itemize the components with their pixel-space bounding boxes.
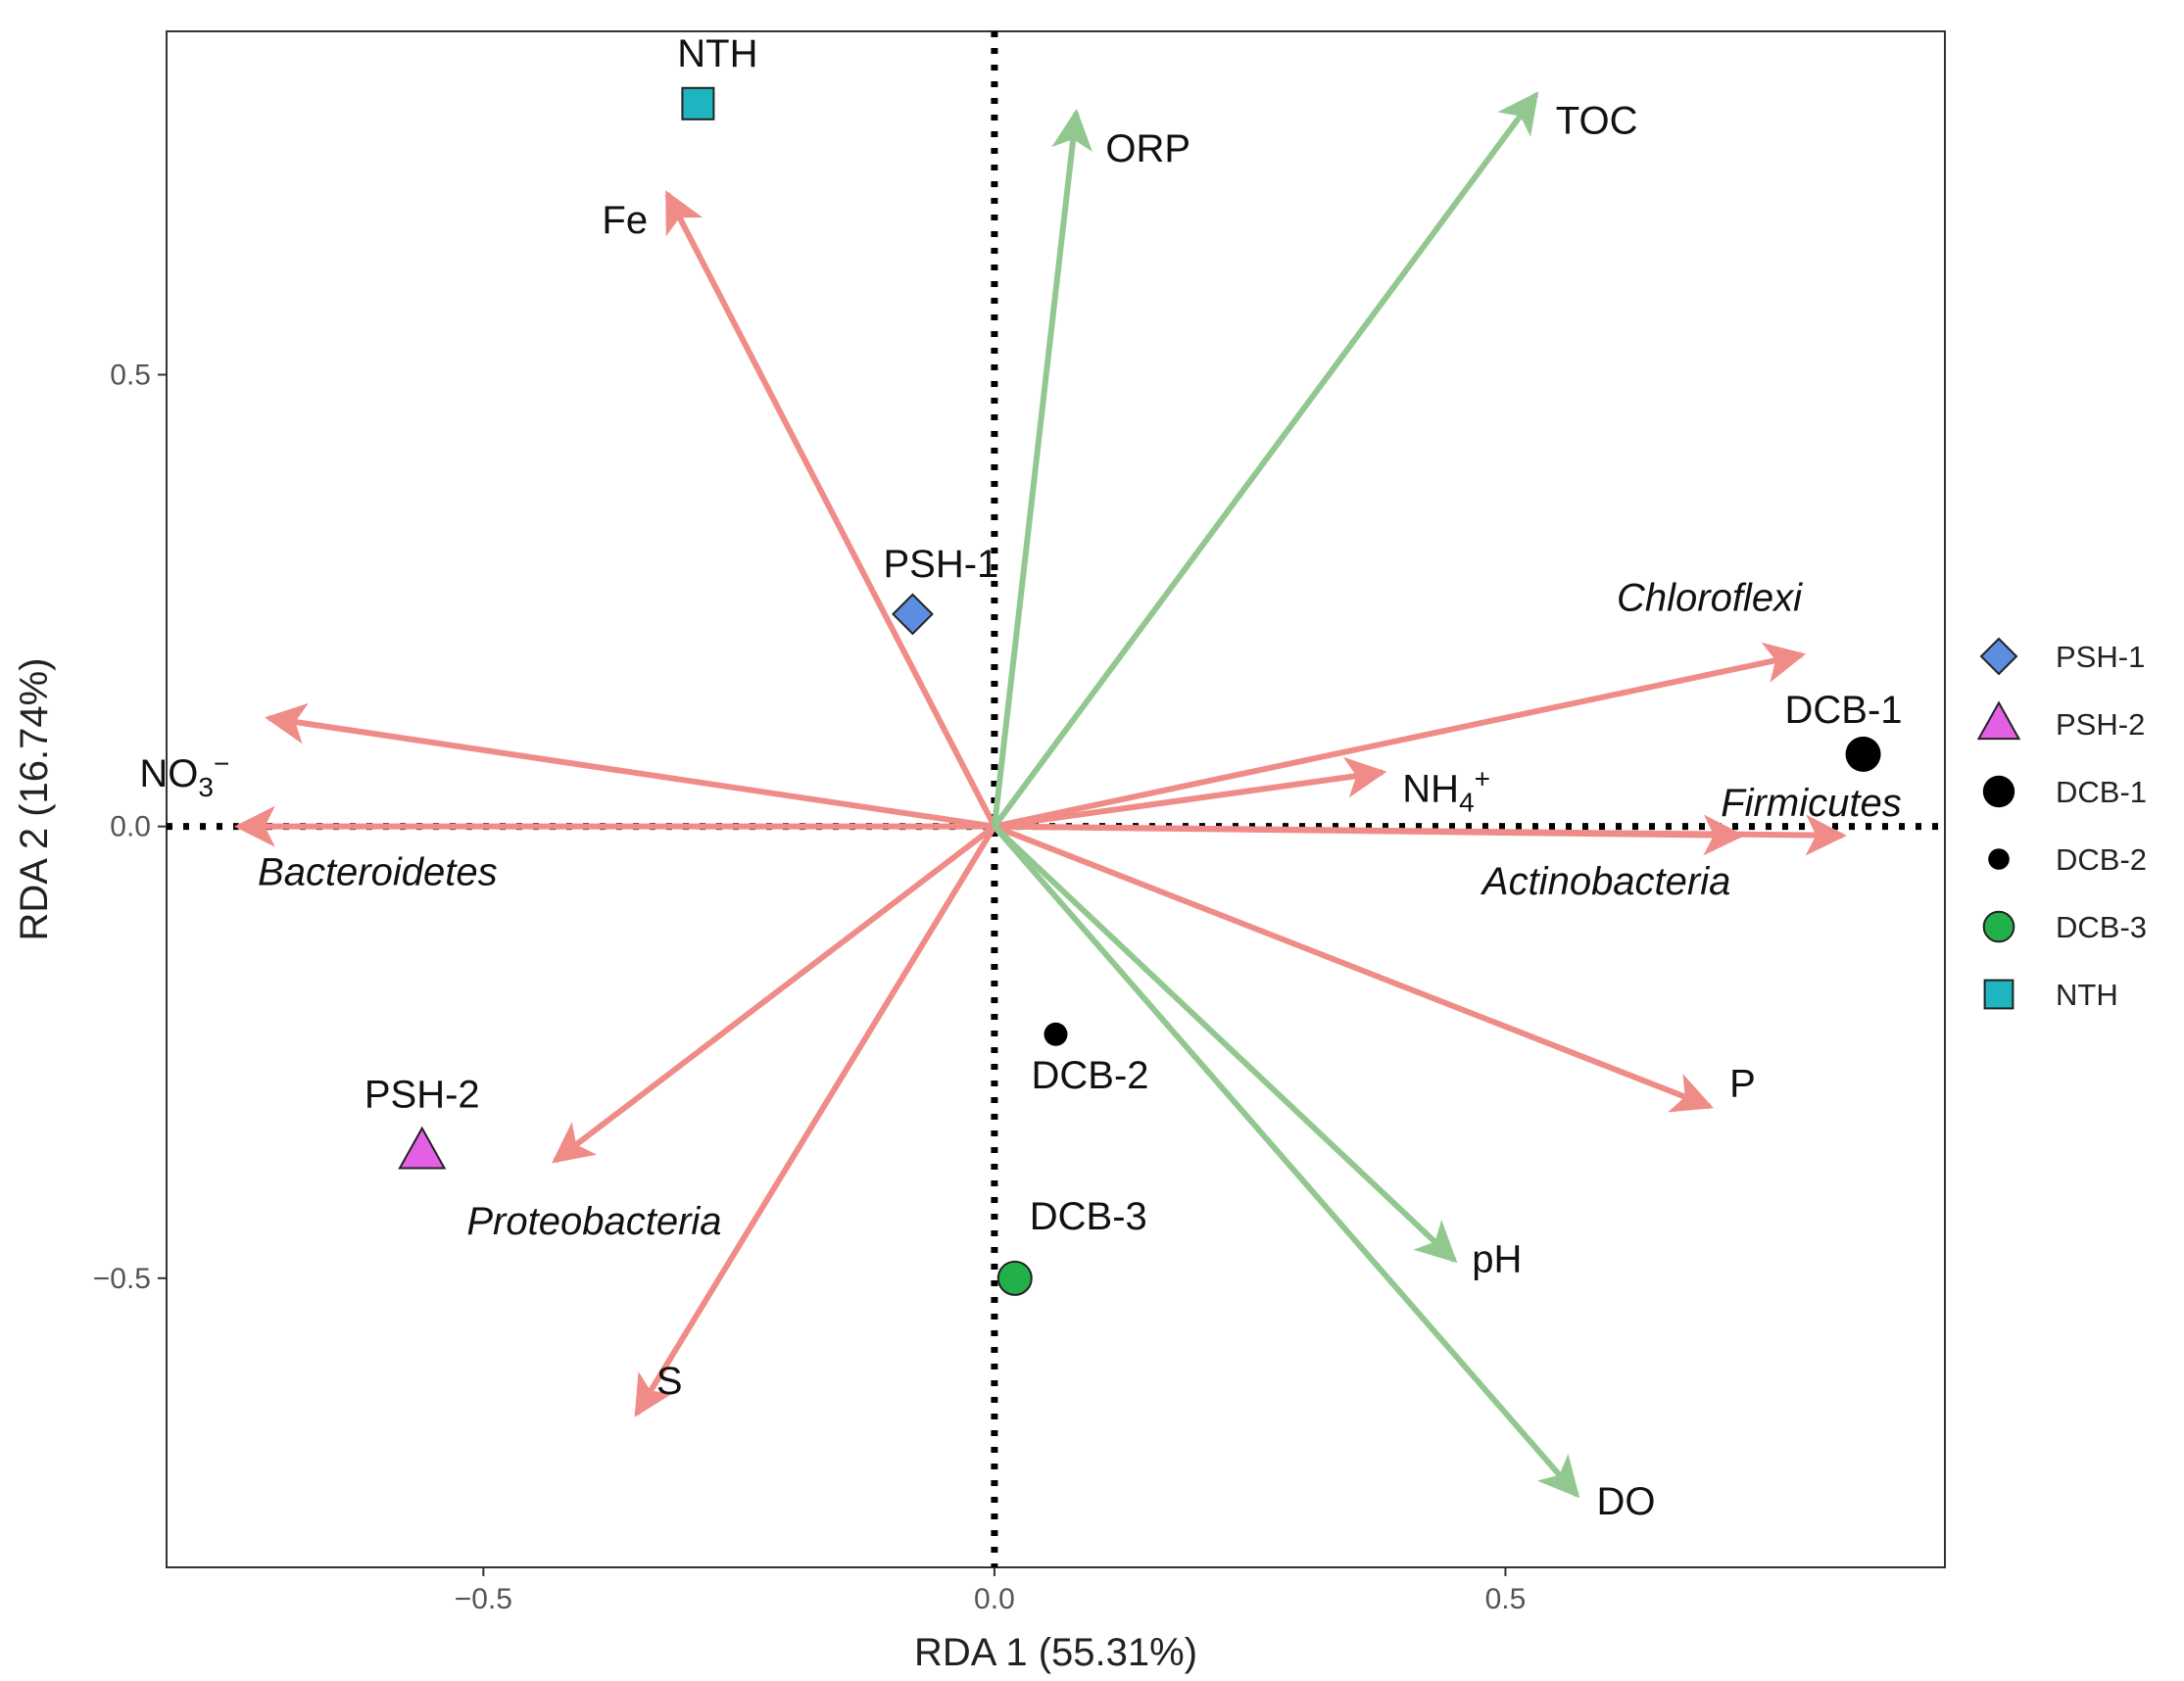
vector-label-orp: ORP	[1105, 127, 1190, 170]
site-label-dcb-2: DCB-2	[1031, 1054, 1148, 1097]
vector-label-ph: pH	[1472, 1237, 1522, 1280]
vector-s	[634, 825, 997, 1417]
vector-do	[992, 824, 1580, 1499]
vector-label-s: S	[656, 1360, 683, 1403]
vector-toc	[992, 91, 1539, 829]
vector-label-text: Fe	[602, 199, 648, 242]
x-tick-label: 0.5	[1485, 1583, 1527, 1615]
vector-label-bacteroidetes: Bacteroidetes	[258, 851, 498, 894]
vector-label-actinobacteria: Actinobacteria	[1480, 860, 1730, 903]
vector-nh4	[994, 756, 1387, 830]
legend-key-dcb-3	[1982, 910, 2015, 943]
vector-fe	[664, 190, 997, 829]
x-tick-label: −0.5	[455, 1583, 512, 1615]
vector-label-text: Chloroflexi	[1617, 576, 1803, 619]
legend: PSH-1 PSH-2 DCB-1 DCB-2 DCB-3 NTH	[1976, 637, 2147, 1012]
vector-no3	[265, 702, 995, 830]
site-points: PSH-1 PSH-2 DCB-1 DCB-2 DCB-3 NTH	[364, 32, 1903, 1296]
vector-label-no3: NO3−	[139, 748, 229, 802]
vector-label-firmicutes: Firmicutes	[1721, 782, 1901, 825]
site-label-nth: NTH	[677, 32, 757, 75]
panel-border	[166, 30, 1946, 1568]
vector-actinobacteria	[994, 814, 1745, 856]
vector-label-text: P	[1729, 1063, 1756, 1106]
y-tick-label: 0.5	[110, 359, 151, 391]
vectors: Fe NO3− Bacteroidetes Proteobacteria S Chloro…	[139, 91, 1902, 1523]
legend-key-dcb-1	[1982, 775, 2015, 808]
vector-label-text: NH	[1402, 767, 1459, 810]
x-axis-title: RDA 1 (55.31%)	[914, 1631, 1197, 1674]
y-tick-label: 0.0	[110, 811, 151, 843]
y-axis-title: RDA 2 (16.74%)	[13, 657, 56, 940]
vector-label-text: Actinobacteria	[1480, 860, 1730, 903]
vector-orp	[991, 108, 1092, 828]
vector-label-p: P	[1729, 1063, 1756, 1106]
site-marker-psh-2	[398, 1126, 447, 1170]
vector-label-text: Bacteroidetes	[258, 851, 498, 894]
legend-key-nth	[1983, 979, 2014, 1010]
vector-label-proteobacteria: Proteobacteria	[466, 1200, 721, 1243]
y-tick-label: −0.5	[93, 1263, 151, 1295]
site-marker-dcb-3	[996, 1260, 1033, 1296]
legend-key-psh-2	[1976, 700, 2021, 741]
plot-panel	[166, 30, 1946, 1568]
legend-label-psh-1: PSH-1	[2056, 640, 2145, 674]
vector-label-chloroflexi: Chloroflexi	[1617, 576, 1803, 619]
site-marker-nth	[681, 86, 715, 120]
vector-ph	[992, 824, 1458, 1264]
legend-label-dcb-2: DCB-2	[2056, 842, 2147, 877]
vector-proteobacteria	[552, 824, 996, 1164]
legend-label-dcb-1: DCB-1	[2056, 775, 2147, 809]
vector-label-text: Firmicutes	[1721, 782, 1901, 825]
legend-label-nth: NTH	[2056, 978, 2118, 1012]
site-label-psh-1: PSH-1	[883, 543, 998, 586]
vector-label-superscript: +	[1475, 763, 1490, 793]
vector-label-text: TOC	[1556, 100, 1638, 143]
legend-key-dcb-2	[1988, 848, 2010, 870]
vector-label-do: DO	[1596, 1480, 1655, 1523]
vector-label-text: DO	[1596, 1480, 1655, 1523]
vector-label-text: ORP	[1105, 127, 1190, 170]
axes: −0.5 0.0 0.5 0.5 0.0 −0.5 RDA 1 (55.31%) RDA 2 …	[13, 31, 1945, 1674]
vector-label-nh4: NH4+	[1402, 763, 1490, 817]
x-tick-label: 0.0	[974, 1583, 1015, 1615]
legend-label-psh-2: PSH-2	[2056, 707, 2145, 742]
vector-label-text: S	[656, 1360, 683, 1403]
site-label-psh-2: PSH-2	[364, 1074, 480, 1117]
vector-label-toc: TOC	[1556, 100, 1638, 143]
site-marker-dcb-1	[1845, 736, 1881, 772]
vector-label-text: Proteobacteria	[466, 1200, 721, 1243]
vector-label-text: pH	[1472, 1237, 1522, 1280]
vector-chloroflexi	[994, 642, 1807, 830]
legend-label-dcb-3: DCB-3	[2056, 910, 2147, 944]
vector-label-text: NO	[139, 752, 198, 795]
site-marker-dcb-2	[1043, 1022, 1068, 1046]
vector-label-superscript: −	[214, 748, 229, 779]
vector-label-subscript: 3	[198, 772, 214, 802]
legend-key-psh-1	[1979, 637, 2018, 676]
site-marker-psh-1	[892, 593, 934, 636]
site-label-dcb-3: DCB-3	[1030, 1195, 1147, 1238]
vector-p	[993, 823, 1714, 1113]
site-label-dcb-1: DCB-1	[1785, 689, 1903, 732]
vector-label-fe: Fe	[602, 199, 648, 242]
vector-label-subscript: 4	[1459, 787, 1475, 817]
